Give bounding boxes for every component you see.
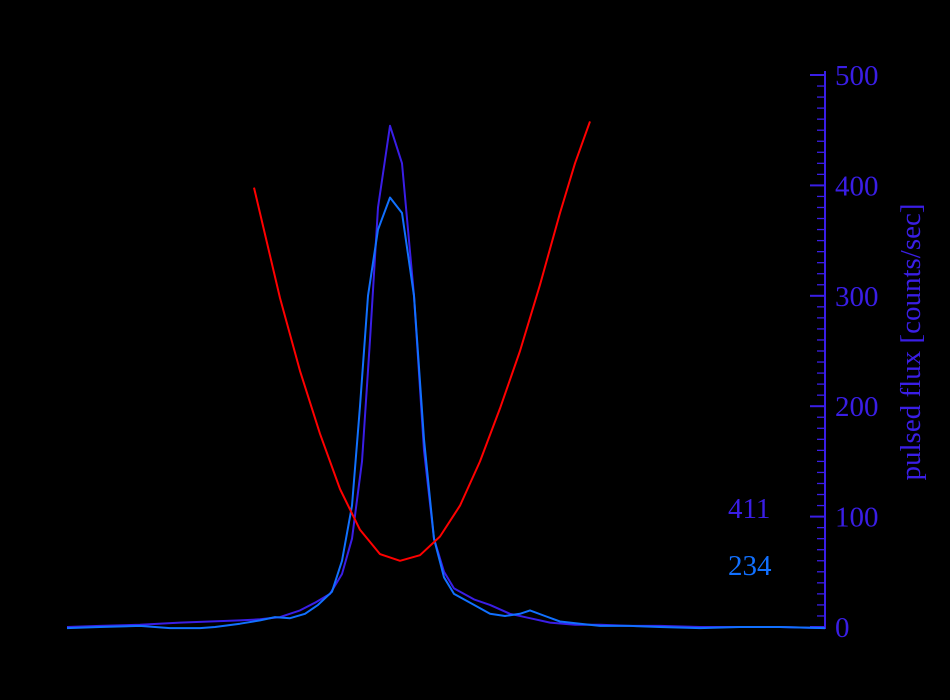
y-tick-label-400: 400 [835,170,879,202]
y-axis-title: pulsed flux [counts/sec] [895,203,927,480]
y-tick-label-200: 200 [835,391,879,423]
y-axis-right: 0 100 200 300 400 500 [810,60,879,644]
annotation-234: 234 [728,550,772,582]
annotation-411: 411 [728,493,770,525]
series-line-2 [253,121,591,562]
series-layer [66,121,826,630]
y-tick-label-300: 300 [835,281,879,313]
series-line-1 [66,196,826,630]
y-tick-label-100: 100 [835,502,879,534]
y-tick-label-0: 0 [835,612,850,644]
y-tick-label-500: 500 [835,60,879,92]
